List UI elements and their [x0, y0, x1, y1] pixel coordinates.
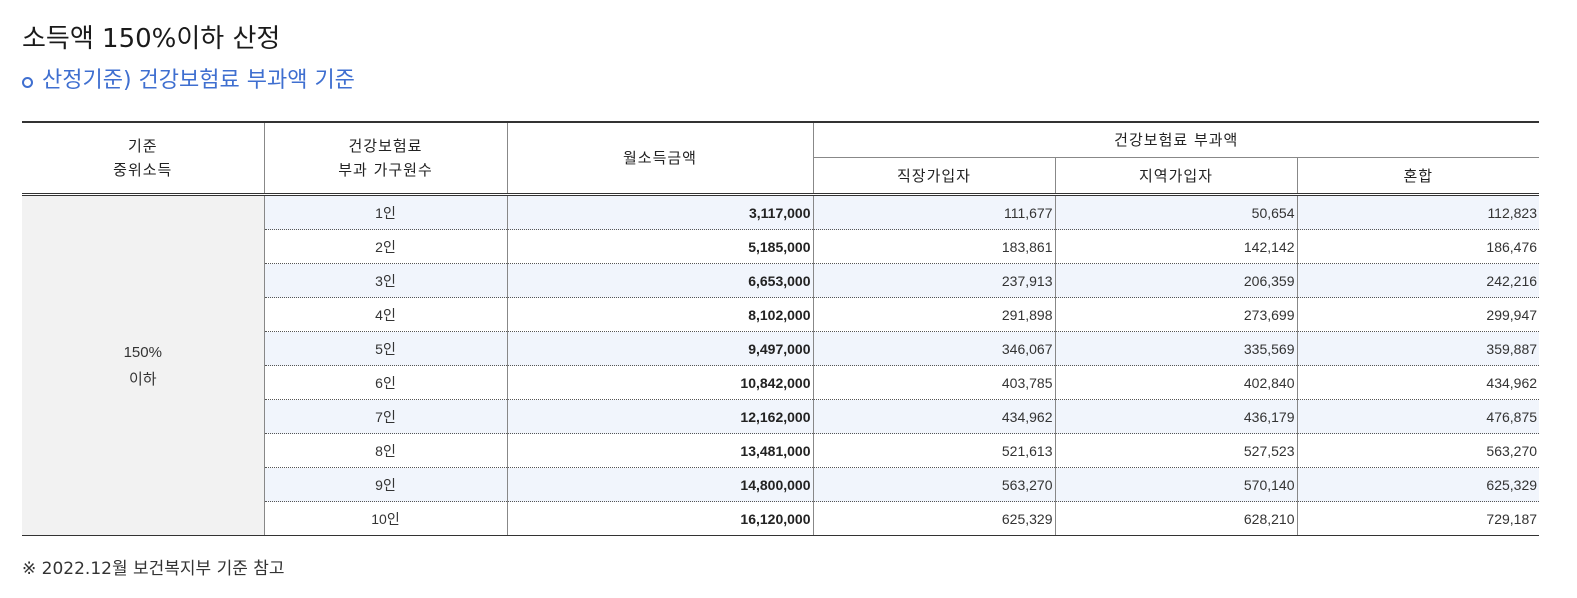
header-premium-group: 건강보험료 부과액	[812, 121, 1540, 158]
monthly-income-cell: 10,842,000	[506, 365, 814, 400]
regional-premium-cell: 335,569	[1054, 331, 1298, 366]
mixed-premium-cell: 359,887	[1296, 331, 1540, 366]
table-row: 150% 이하 1인 3,117,000 111,677 50,654 112,823	[22, 194, 1540, 536]
household-size-cell: 5인	[264, 331, 508, 366]
mixed-premium-cell: 625,329	[1296, 467, 1540, 502]
header-employee: 직장가입자	[813, 157, 1056, 196]
regional-premium-cell: 628,210	[1054, 501, 1298, 536]
regional-premium-cell: 436,179	[1054, 399, 1298, 434]
header-household-line1: 건강보험료	[348, 137, 423, 155]
mixed-premium-cell: 299,947	[1296, 297, 1540, 332]
household-size-cell: 8인	[264, 433, 508, 468]
mixed-premium-cell: 434,962	[1296, 365, 1540, 400]
employee-premium-cell: 403,785	[812, 365, 1056, 400]
header-regional: 지역가입자	[1054, 157, 1298, 196]
employee-premium-cell: 291,898	[812, 297, 1056, 332]
regional-premium-cell: 402,840	[1054, 365, 1298, 400]
monthly-income-cell: 3,117,000	[506, 194, 814, 230]
monthly-income-cell: 6,653,000	[506, 263, 814, 298]
median-income-group-cell: 150% 이하	[22, 194, 265, 536]
employee-premium-cell: 346,067	[812, 331, 1056, 366]
household-size-cell: 7인	[264, 399, 508, 434]
table-row: 4인 8,102,000 291,898 273,699 299,947	[22, 297, 1540, 332]
page-title: 소득액 150%이하 산정	[22, 24, 281, 54]
mixed-premium-cell: 729,187	[1296, 501, 1540, 536]
mixed-premium-cell: 563,270	[1296, 433, 1540, 468]
header-median-income-line1: 기준	[127, 137, 158, 155]
monthly-income-cell: 13,481,000	[506, 433, 814, 468]
header-median-income: 기준 중위소득	[22, 121, 265, 196]
regional-premium-cell: 570,140	[1054, 467, 1298, 502]
table-row: 8인 13,481,000 521,613 527,523 563,270	[22, 433, 1540, 468]
footnote: ※ 2022.12월 보건복지부 기준 참고	[22, 559, 285, 579]
premium-table: 기준 중위소득 건강보험료 부과 가구원수 월소득금액 건강보험료 부과액 직장…	[22, 121, 1540, 536]
monthly-income-cell: 16,120,000	[506, 501, 814, 536]
header-median-income-line2: 중위소득	[113, 161, 173, 179]
household-size-cell: 4인	[264, 297, 508, 332]
employee-premium-cell: 111,677	[812, 194, 1056, 230]
group-label-line2: 이하	[128, 370, 157, 388]
header-monthly-income: 월소득금액	[506, 121, 814, 196]
table-row: 6인 10,842,000 403,785 402,840 434,962	[22, 365, 1540, 400]
mixed-premium-cell: 186,476	[1296, 229, 1540, 264]
household-size-cell: 2인	[264, 229, 508, 264]
regional-premium-cell: 206,359	[1054, 263, 1298, 298]
header-mixed: 혼합	[1296, 157, 1540, 196]
table-row: 3인 6,653,000 237,913 206,359 242,216	[22, 263, 1540, 298]
household-size-cell: 6인	[264, 365, 508, 400]
header-household-line2: 부과 가구원수	[338, 161, 433, 179]
employee-premium-cell: 183,861	[812, 229, 1056, 264]
employee-premium-cell: 237,913	[812, 263, 1056, 298]
employee-premium-cell: 563,270	[812, 467, 1056, 502]
household-size-cell: 10인	[264, 501, 508, 536]
regional-premium-cell: 527,523	[1054, 433, 1298, 468]
subtitle: 산정기준) 건강보험료 부과액 기준	[22, 66, 355, 96]
household-size-cell: 1인	[263, 194, 508, 230]
table-row: 9인 14,800,000 563,270 570,140 625,329	[22, 467, 1540, 502]
regional-premium-cell: 142,142	[1054, 229, 1298, 264]
monthly-income-cell: 8,102,000	[506, 297, 814, 332]
monthly-income-cell: 14,800,000	[506, 467, 814, 502]
employee-premium-cell: 434,962	[812, 399, 1056, 434]
table-row: 10인 16,120,000 625,329 628,210 729,187	[22, 501, 1540, 536]
mixed-premium-cell: 476,875	[1296, 399, 1540, 434]
mixed-premium-cell: 242,216	[1296, 263, 1540, 298]
employee-premium-cell: 625,329	[812, 501, 1056, 536]
employee-premium-cell: 521,613	[812, 433, 1056, 468]
group-label-line1: 150%	[123, 343, 162, 361]
table-row: 2인 5,185,000 183,861 142,142 186,476	[22, 229, 1540, 264]
table-row: 5인 9,497,000 346,067 335,569 359,887	[22, 331, 1540, 366]
table-row: 7인 12,162,000 434,962 436,179 476,875	[22, 399, 1540, 434]
regional-premium-cell: 50,654	[1054, 194, 1298, 230]
household-size-cell: 3인	[264, 263, 508, 298]
monthly-income-cell: 9,497,000	[506, 331, 814, 366]
header-household-size: 건강보험료 부과 가구원수	[263, 121, 508, 196]
subtitle-text: 산정기준) 건강보험료 부과액 기준	[42, 68, 355, 93]
household-size-cell: 9인	[264, 467, 508, 502]
monthly-income-cell: 5,185,000	[506, 229, 814, 264]
regional-premium-cell: 273,699	[1054, 297, 1298, 332]
mixed-premium-cell: 112,823	[1296, 194, 1540, 230]
monthly-income-cell: 12,162,000	[506, 399, 814, 434]
circle-bullet-icon	[22, 76, 33, 88]
